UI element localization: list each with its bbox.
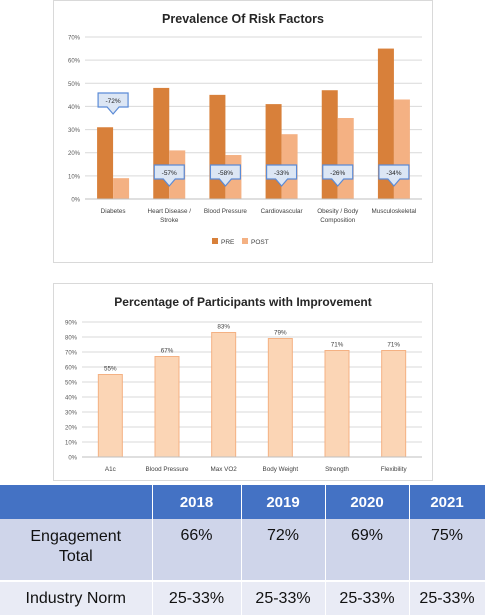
y-tick-label: 90% (65, 321, 78, 327)
chart-title: Percentage of Participants with Improvem… (114, 295, 371, 309)
callout-box (265, 164, 298, 187)
x-tick-label: Body Weight (263, 466, 299, 473)
y-tick-label: 10% (65, 441, 78, 447)
x-tick-label: Composition (320, 217, 355, 224)
bar-post (337, 118, 354, 199)
bar (267, 338, 293, 458)
bar (154, 356, 180, 458)
x-tick-label: Flexibility (381, 466, 408, 473)
x-tick-label: Diabetes (101, 208, 126, 215)
chart-title: Prevalence Of Risk Factors (162, 12, 324, 26)
y-tick-label: 60% (68, 59, 81, 65)
x-tick-label: Heart Disease / (148, 208, 192, 215)
data-label: 71% (387, 342, 400, 349)
callout-box (378, 164, 410, 187)
annotation-label: -58% (218, 170, 233, 177)
improvement-chart: Percentage of Participants with Improvem… (65, 295, 422, 473)
legend-swatch-pre (212, 238, 218, 244)
y-tick-label: 20% (68, 151, 81, 157)
callout-box (97, 92, 129, 115)
y-tick-label: 70% (68, 36, 81, 42)
bar (211, 332, 237, 458)
x-tick-label: Musculoskeletal (372, 208, 417, 215)
y-tick-label: 30% (65, 411, 78, 417)
table-row: Engagement Total 66% 72% 69% 75% (0, 519, 485, 581)
engagement-table: 2018 2019 2020 2021 Engagement Total 66%… (0, 485, 485, 615)
y-tick-label: 40% (68, 105, 81, 111)
bar-pre (265, 104, 282, 199)
bar (324, 350, 350, 458)
y-tick-label: 70% (65, 351, 78, 357)
annotation-label: -26% (330, 170, 345, 177)
annotation-label: -34% (386, 170, 401, 177)
legend-label-post: POST (251, 239, 269, 246)
data-label: 71% (331, 342, 344, 349)
bar-post (113, 178, 130, 199)
y-tick-label: 40% (65, 396, 78, 402)
y-tick-label: 60% (65, 366, 78, 372)
table-cell: 72% (241, 519, 326, 581)
x-tick-label: Blood Pressure (145, 466, 189, 473)
x-tick-label: Blood Pressure (204, 208, 248, 215)
table-header-row: 2018 2019 2020 2021 (0, 485, 485, 519)
table-cell: 25-33% (241, 580, 326, 615)
bar (381, 350, 407, 458)
callout-box (322, 164, 354, 187)
annotation-label: -72% (105, 98, 120, 105)
improvement-chart-panel: Percentage of Participants with Improvem… (53, 283, 433, 481)
x-tick-label: A1c (105, 466, 116, 473)
x-tick-label: Obesity / Body (317, 208, 359, 215)
table-header-cell: 2018 (152, 485, 242, 519)
table-header-cell (0, 485, 153, 519)
table-cell: 25-33% (325, 580, 410, 615)
risk-factors-chart: Prevalence Of Risk Factors 0% 10% 20% 30% 40%… (68, 12, 422, 246)
data-label: 79% (274, 330, 287, 337)
table-cell: 25-33% (152, 580, 242, 615)
y-tick-label: 10% (68, 174, 81, 180)
x-tick-label: Stroke (160, 217, 179, 224)
bar-pre (97, 127, 114, 199)
table-header-cell: 2020 (325, 485, 410, 519)
table-cell: 75% (409, 519, 485, 581)
bar-pre (377, 48, 394, 200)
data-label: 83% (217, 324, 230, 331)
table-header-cell: 2019 (241, 485, 326, 519)
annotation-label: -33% (274, 170, 289, 177)
bar (97, 374, 123, 458)
x-tick-label: Cardiovascular (261, 208, 303, 215)
table-header-cell: 2021 (409, 485, 485, 519)
callout-box (153, 164, 185, 187)
row-label: Engagement Total (0, 519, 153, 581)
x-tick-label: Max VO2 (211, 466, 238, 473)
y-tick-label: 0% (71, 198, 80, 204)
data-label: 55% (104, 366, 117, 373)
legend-swatch-post (242, 238, 248, 244)
y-tick-label: 80% (65, 336, 78, 342)
y-tick-label: 20% (65, 426, 78, 432)
table-cell: 66% (152, 519, 242, 581)
y-tick-label: 50% (68, 82, 81, 88)
annotation-label: -57% (162, 170, 177, 177)
table-cell: 25-33% (409, 580, 485, 615)
data-label: 67% (161, 348, 174, 355)
row-label-line: Engagement (30, 528, 122, 545)
y-tick-label: 50% (65, 381, 78, 387)
risk-factors-chart-panel: Prevalence Of Risk Factors 0% 10% 20% 30% 40%… (53, 0, 433, 263)
callout-box (209, 164, 242, 187)
table-row: Industry Norm 25-33% 25-33% 25-33% 25-33… (0, 580, 485, 615)
y-tick-label: 0% (68, 456, 77, 462)
row-label-line: Industry Norm (25, 589, 126, 607)
row-label: Industry Norm (0, 580, 153, 615)
row-label-line: Total (58, 548, 93, 565)
x-tick-label: Strength (325, 466, 349, 473)
y-tick-label: 30% (68, 128, 81, 134)
table-cell: 69% (325, 519, 410, 581)
legend-label-pre: PRE (221, 239, 235, 246)
